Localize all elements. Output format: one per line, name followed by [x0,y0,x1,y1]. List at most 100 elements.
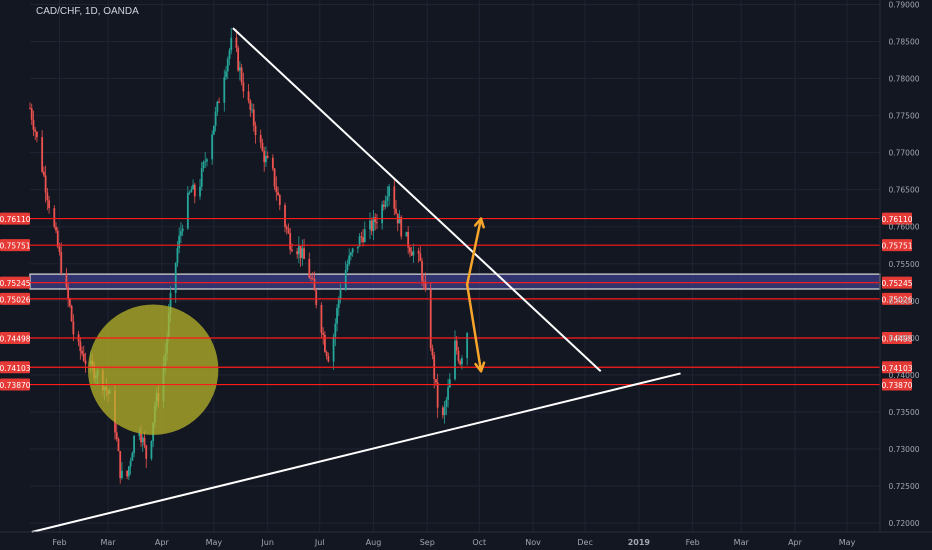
candle-body [121,470,123,479]
candle-body [44,175,47,193]
price-tick-label: 0.75500 [888,260,919,269]
candle-body [247,91,250,101]
level-label-right: 0.75026 [881,295,912,304]
level-label-right: 0.75751 [881,242,912,251]
candle-body [169,292,172,314]
candle-body [206,159,208,162]
projection-arrow-2 [465,283,483,373]
symbol-title: CAD/CHF, 1D, OANDA [36,6,139,17]
candle-body [445,399,448,407]
candle-body [117,438,120,452]
time-tick-label: 2019 [628,538,651,547]
candle-body [218,101,220,103]
candle-body [79,341,82,351]
candle-body [119,451,122,479]
price-tick-label: 0.73500 [888,408,919,417]
candle-body [289,232,292,250]
candle-body [266,155,269,158]
candle-body [454,340,456,380]
candle-body [303,248,305,259]
candle-body [419,253,422,262]
highlight-circle [87,304,219,435]
time-tick-label: Mar [734,538,750,547]
candle-body [310,277,312,279]
candle-body [436,382,439,408]
candle-body [202,162,205,169]
candle-body [346,263,349,270]
candle-body [81,350,83,354]
price-tick-label: 0.77500 [888,112,919,121]
candle-body [41,137,44,172]
level-label-right: 0.75245 [881,279,912,288]
candle-body [265,155,267,163]
time-tick-label: Oct [472,538,486,547]
price-tick-label: 0.73000 [888,445,919,454]
candle-body [56,230,59,247]
candle-body [363,229,366,243]
candle-body [360,236,363,238]
level-label-right-bg [882,378,912,391]
candle-body [301,248,304,259]
price-tick-label: 0.78500 [888,37,919,46]
level-label-right: 0.76110 [881,215,912,224]
candle-body [141,437,144,443]
candle-body [193,184,196,197]
candle-body [180,231,182,236]
price-tick-label: 0.78000 [888,75,919,84]
candle-body [84,360,87,364]
candle-body [313,278,316,291]
candle-body [254,125,257,136]
time-tick-label: Jul [314,538,325,547]
candle-body [129,460,132,467]
level-label-left-bg [0,276,30,289]
candle-body [417,250,420,254]
candle-body [398,217,401,224]
price-tick-label: 0.79000 [888,0,919,9]
candle-body [150,440,153,459]
candle-body [435,378,437,383]
price-tick-label: 0.76000 [888,223,919,232]
candle-body [337,298,340,308]
candle-body [466,333,469,359]
price-tick-label: 0.77000 [888,149,919,158]
candle-body [299,246,302,259]
candle-body [447,387,449,400]
candle-body [186,192,189,229]
candle-body [284,205,286,227]
level-label-right-bg [882,212,912,225]
candle-body [60,251,63,274]
candle-body [297,246,300,255]
candle-body [351,248,354,253]
level-label-right: 0.73870 [881,381,912,390]
horizontal-levels: 0.76110 0.76110 0.75751 0.75751 0.75245 0.752… [0,212,913,391]
candle-body [223,77,226,103]
candle-body [181,228,184,232]
candle-body [32,119,35,130]
candle-body [53,208,56,227]
candle-body [29,108,31,109]
candle-body [68,299,71,306]
grid [30,0,880,532]
level-label-right-bg [882,292,912,305]
candle-body [344,269,347,290]
candle-body [174,262,177,293]
candle-body [443,406,446,416]
circle-marker[interactable] [87,304,219,435]
candle-body [70,305,73,322]
candle-body [327,356,330,362]
candle-body [235,37,238,48]
candle-body [212,125,215,135]
candle-body [382,204,385,207]
candle-body [140,433,142,443]
candle-body [204,161,207,163]
candle-body [376,222,378,224]
candle-body [192,184,194,190]
candle-body [431,348,434,356]
candle-body [226,58,229,72]
candle-body [48,200,50,209]
time-tick-label: May [839,538,856,547]
candle-body [422,280,425,282]
candle-body [381,204,384,224]
